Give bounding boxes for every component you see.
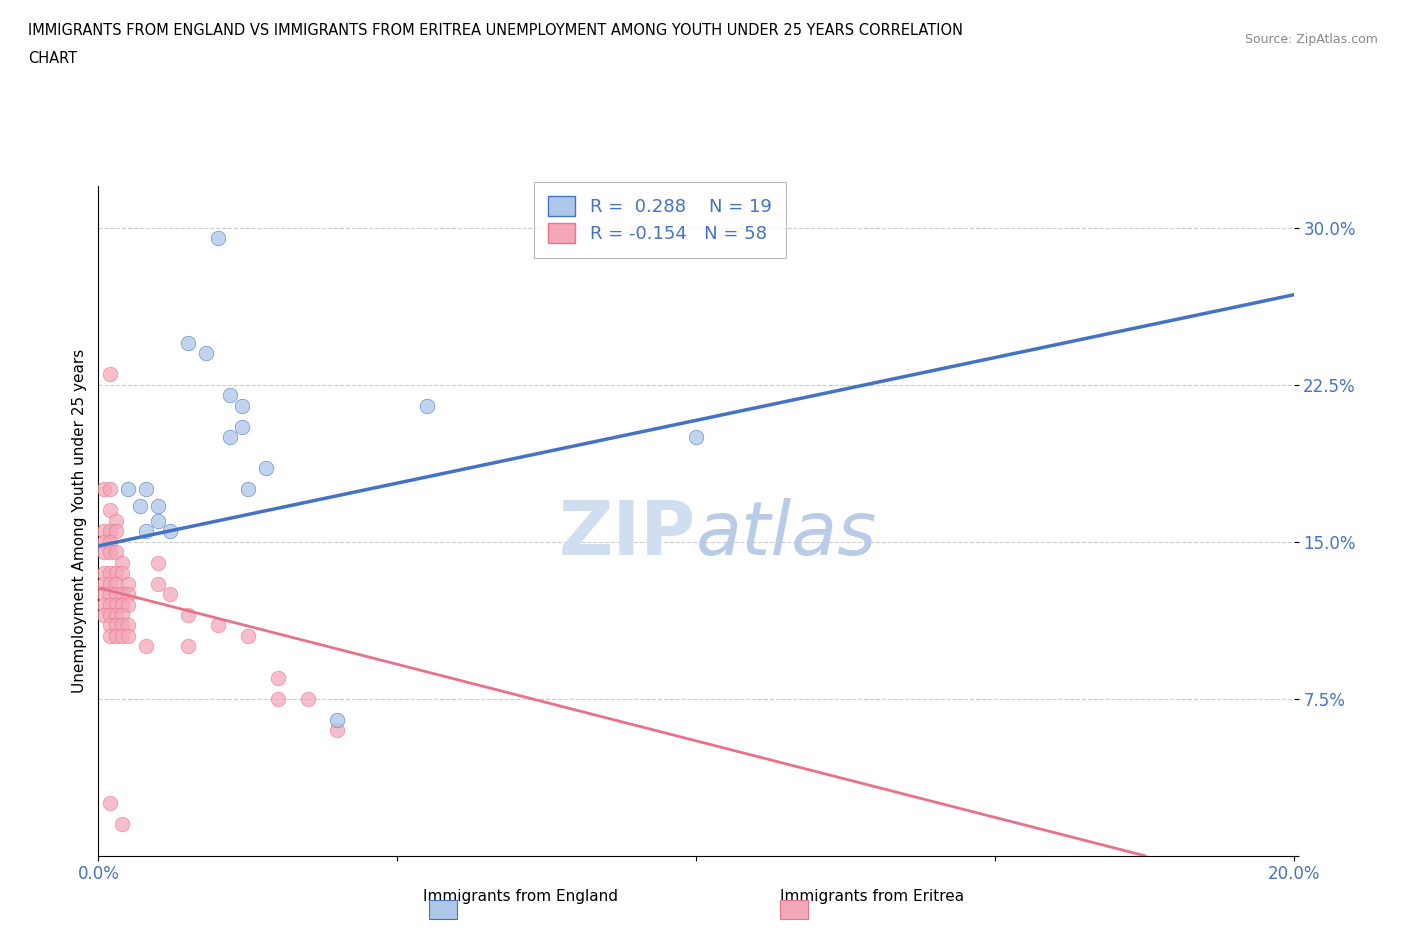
Point [177, 607, 200, 622]
Text: CHART: CHART [28, 51, 77, 66]
Legend: R =  0.288    N = 19, R = -0.154   N = 58: R = 0.288 N = 19, R = -0.154 N = 58 [534, 181, 786, 258]
Point [98, 503, 122, 518]
Point [135, 639, 157, 654]
Text: Immigrants from Eritrea: Immigrants from Eritrea [780, 889, 963, 904]
Point [98, 565, 122, 580]
Point [98, 597, 122, 612]
Point [111, 618, 134, 633]
Point [236, 629, 259, 644]
Point [685, 430, 707, 445]
Point [98, 607, 122, 622]
Point [98, 482, 122, 497]
Point [98, 618, 122, 633]
Point [326, 723, 349, 737]
Point [105, 607, 128, 622]
Text: atlas: atlas [696, 498, 877, 570]
Point [117, 629, 139, 644]
Text: ZIP: ZIP [558, 498, 696, 571]
Point [98, 587, 122, 602]
Point [111, 587, 134, 602]
Point [98, 576, 122, 591]
Point [111, 817, 134, 831]
Point [98, 524, 122, 538]
Point [148, 513, 170, 528]
Point [117, 597, 139, 612]
Point [117, 587, 139, 602]
Point [129, 498, 152, 513]
Point [105, 618, 128, 633]
Text: Source: ZipAtlas.com: Source: ZipAtlas.com [1244, 33, 1378, 46]
Point [177, 639, 200, 654]
Point [326, 712, 349, 727]
Point [93, 597, 115, 612]
Point [231, 419, 253, 434]
Point [93, 576, 115, 591]
Point [267, 671, 290, 685]
Text: Immigrants from England: Immigrants from England [423, 889, 617, 904]
Point [416, 398, 439, 413]
Point [135, 524, 157, 538]
Point [135, 482, 157, 497]
Point [93, 565, 115, 580]
Point [93, 482, 115, 497]
Point [236, 482, 259, 497]
Point [105, 597, 128, 612]
Point [111, 565, 134, 580]
Point [117, 618, 139, 633]
Point [105, 629, 128, 644]
Point [111, 629, 134, 644]
Point [105, 576, 128, 591]
Point [105, 524, 128, 538]
Point [148, 555, 170, 570]
Point [117, 482, 139, 497]
Point [98, 367, 122, 382]
Point [105, 565, 128, 580]
Point [93, 524, 115, 538]
Point [117, 576, 139, 591]
Text: IMMIGRANTS FROM ENGLAND VS IMMIGRANTS FROM ERITREA UNEMPLOYMENT AMONG YOUTH UNDE: IMMIGRANTS FROM ENGLAND VS IMMIGRANTS FR… [28, 23, 963, 38]
Point [98, 545, 122, 560]
Point [297, 691, 319, 706]
Point [254, 461, 277, 476]
Point [105, 513, 128, 528]
Point [105, 587, 128, 602]
Point [93, 607, 115, 622]
Point [148, 498, 170, 513]
Point [93, 535, 115, 550]
Point [219, 430, 242, 445]
Point [111, 607, 134, 622]
Point [93, 587, 115, 602]
Point [93, 545, 115, 560]
Point [267, 691, 290, 706]
Point [207, 231, 229, 246]
Point [219, 388, 242, 403]
Y-axis label: Unemployment Among Youth under 25 years: Unemployment Among Youth under 25 years [72, 349, 87, 693]
Point [159, 587, 181, 602]
Point [194, 346, 218, 361]
Point [111, 597, 134, 612]
Point [159, 524, 181, 538]
Point [177, 336, 200, 351]
Point [105, 545, 128, 560]
Point [148, 576, 170, 591]
Point [98, 629, 122, 644]
Point [98, 535, 122, 550]
Point [207, 618, 229, 633]
Point [98, 796, 122, 811]
Point [231, 398, 253, 413]
Point [111, 555, 134, 570]
